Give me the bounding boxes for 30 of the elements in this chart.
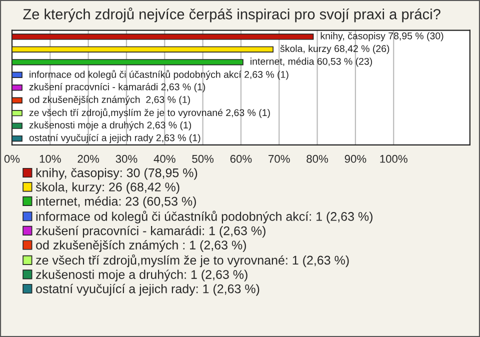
x-tick-label: 30%	[116, 154, 138, 163]
data-label: zkušenosti moje a druhých 2,63 % (1)	[29, 121, 192, 130]
data-label: internet, média 60,53 % (23)	[250, 58, 372, 67]
legend-label: škola, kurzy: 26 (68,42 %)	[36, 182, 180, 194]
chart-title: Ze kterých zdrojů nejvíce čerpáš inspiraci pro svojí praxi a práci?	[23, 7, 440, 22]
x-tick-label: 0%	[4, 154, 20, 163]
x-tick-label: 60%	[230, 154, 252, 163]
x-tick-label: 20%	[78, 154, 100, 163]
legend-label: informace od kolegů či účastníků podobných akcí: 1 (2,63 %)	[36, 210, 372, 224]
data-label: od zkušenějších známých 2,63 % (1)	[29, 96, 190, 105]
data-label: ze všech tří zdrojů,myslím že je to vyrovnané 2,63 % (1)	[29, 108, 270, 118]
data-label: zkušení pracovníci - kamarádi 2,63 % (1)	[29, 83, 206, 92]
data-label: informace od kolegů či účastníků podobných akcí 2,63 % (1)	[30, 70, 288, 80]
legend-label: ze všech tří zdrojů,myslím že je to vyrovnané: 1 (2,63 %)	[36, 254, 349, 268]
x-tick-label: 50%	[192, 154, 214, 163]
legend-label: ostatní vyučující a jejich rady: 1 (2,63 %)	[36, 284, 260, 296]
data-label: ostatní vyučující a jejich rady 2,63 % (1)	[29, 134, 200, 144]
legend-label: zkušení pracovníci - kamarádi: 1 (2,63 %)	[36, 226, 266, 238]
x-tick-label: 70%	[268, 154, 290, 163]
x-tick-label: 80%	[306, 154, 328, 163]
legend-label: internet, média: 23 (60,53 %)	[36, 196, 196, 208]
legend-label: knihy, časopisy: 30 (78,95 %)	[36, 168, 198, 180]
x-tick-label: 40%	[154, 154, 176, 163]
x-tick-label: 100%	[380, 154, 408, 163]
legend-label: od zkušenějších známých : 1 (2,63 %)	[36, 240, 246, 252]
data-label: škola, kurzy 68,42 % (26)	[280, 44, 390, 54]
legend-label: zkušenosti moje a druhých: 1 (2,63 %)	[36, 270, 248, 282]
x-tick-label: 90%	[344, 154, 366, 163]
data-label: knihy, časopisy 78,95 % (30)	[320, 32, 444, 42]
x-tick-label: 10%	[40, 154, 61, 163]
